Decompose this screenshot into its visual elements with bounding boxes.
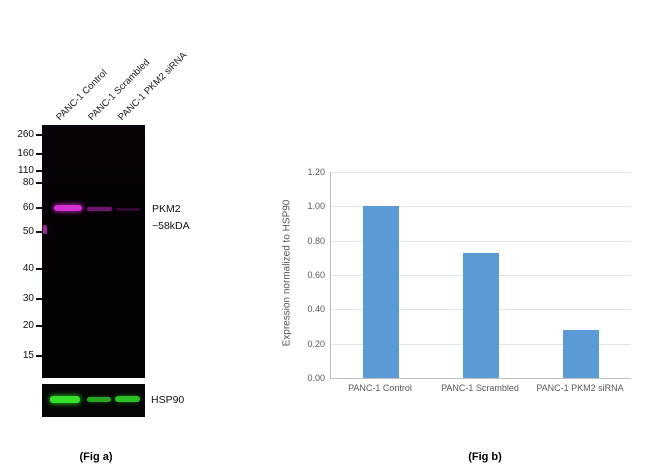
pkm2-band-lane2	[87, 207, 112, 211]
artifact-dot	[43, 225, 47, 234]
plot-area: 1.20 1.00 0.80 0.60 0.40 0.20 0.00	[307, 167, 631, 383]
bar-panc1-scrambled	[463, 252, 499, 378]
mw-marker: 160	[0, 148, 42, 160]
molecular-weight-ladder: 260 160 110 80 60 50 40 30 20 15	[0, 125, 42, 378]
mw-marker-label: 20	[22, 320, 34, 331]
mw-tick-icon	[36, 325, 42, 327]
mw-tick-icon	[36, 153, 42, 155]
y-tick-label: 1.00	[307, 201, 325, 212]
fig-b-caption: (Fig b)	[468, 451, 502, 463]
hsp90-band-lane1	[50, 396, 80, 403]
mw-marker-label: 80	[22, 177, 34, 188]
mw-marker-label: 40	[22, 263, 34, 274]
bar-panc1-control	[363, 206, 399, 378]
mw-marker: 60	[0, 202, 42, 214]
mw-tick-icon	[36, 231, 42, 233]
gridline	[331, 206, 631, 208]
mw-tick-icon	[36, 134, 42, 136]
mw-marker: 30	[0, 293, 42, 305]
mw-tick-icon	[36, 355, 42, 357]
mw-marker-label: 60	[22, 202, 34, 213]
mw-marker: 40	[0, 263, 42, 275]
gridline	[331, 172, 631, 173]
y-tick-label: 0.00	[307, 373, 325, 383]
mw-marker: 260	[0, 129, 42, 141]
mw-marker: 80	[0, 177, 42, 189]
mw-marker: 15	[0, 350, 42, 362]
pkm2-blot-image	[42, 125, 145, 378]
band-annotation: PKM2 ~58kDA	[152, 201, 190, 235]
x-category-label: PANC-1 Control	[348, 383, 412, 393]
mw-marker-label: 160	[17, 148, 34, 159]
mw-marker-label: 30	[22, 293, 34, 304]
y-tick-label: 1.20	[307, 167, 325, 177]
mw-marker-label: 260	[17, 129, 34, 140]
mw-marker: 50	[0, 226, 42, 238]
mw-marker: 110	[0, 165, 42, 177]
hsp90-band-lane2	[87, 397, 111, 402]
mw-tick-icon	[36, 170, 42, 172]
y-tick-label: 0.80	[307, 235, 325, 246]
mw-marker-label: 15	[22, 350, 34, 361]
mw-tick-icon	[36, 182, 42, 184]
band-annotation-protein: PKM2	[152, 203, 181, 215]
x-category-label: PANC-1 Scrambled	[441, 383, 519, 393]
mw-tick-icon	[36, 268, 42, 270]
lane-labels: PANC-1 Control PANC-1 Scrambled PANC-1 P…	[0, 0, 220, 125]
bar-panc1-pkm2-sirna	[563, 329, 599, 378]
hsp90-band-lane3	[115, 396, 140, 402]
mw-tick-icon	[36, 207, 42, 209]
y-tick-label: 0.60	[307, 270, 325, 280]
mw-tick-icon	[36, 298, 42, 300]
band-annotation-size: ~58kDA	[152, 220, 190, 232]
gridline	[331, 240, 631, 242]
mw-marker-label: 50	[22, 226, 34, 237]
pkm2-band-lane1	[54, 205, 82, 211]
mw-marker-label: 110	[18, 165, 34, 176]
fig-a-caption: (Fig a)	[79, 451, 113, 463]
mw-marker: 20	[0, 320, 42, 332]
x-category-label: PANC-1 PKM2 siRNA	[536, 383, 624, 393]
y-tick-label: 0.20	[307, 338, 325, 349]
pkm2-band-lane3	[116, 208, 140, 211]
y-tick-label: 0.40	[307, 304, 325, 315]
x-axis-labels: PANC-1 Control PANC-1 Scrambled PANC-1 P…	[330, 383, 630, 393]
loading-control-label: HSP90	[151, 394, 185, 406]
hsp90-blot-image	[42, 384, 145, 417]
